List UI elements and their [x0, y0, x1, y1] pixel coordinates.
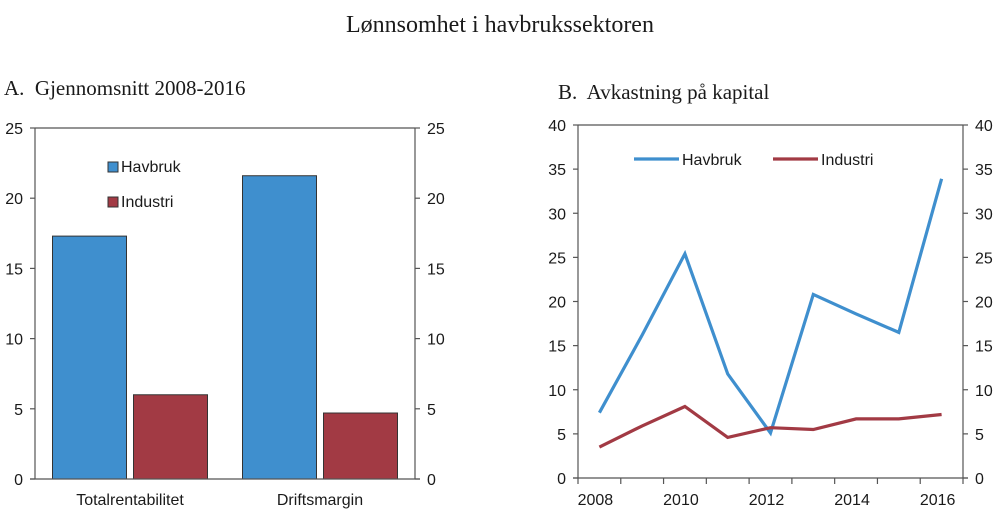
y-tick-label-right: 35	[975, 162, 993, 179]
x-tick-label: 2008	[578, 492, 614, 509]
x-tick-label: 2014	[834, 492, 870, 509]
bar-havbruk-totalrentabilitet	[52, 235, 127, 480]
y-tick-label-right: 30	[975, 206, 993, 223]
x-tick-label: 2010	[663, 492, 699, 509]
y-tick-label-left: 25	[548, 250, 566, 267]
y-tick-label-right: 10	[427, 332, 445, 349]
bar-industri-totalrentabilitet	[133, 394, 208, 480]
line-industri	[598, 404, 942, 449]
y-tick-label-right: 0	[427, 472, 436, 489]
y-tick-label-left: 20	[548, 295, 566, 312]
y-tick-label-left: 10	[548, 383, 566, 400]
x-category-label: Totalrentabilitet	[76, 492, 184, 509]
y-tick-label-right: 40	[975, 118, 993, 135]
legend-label-havbruk: Havbruk	[682, 152, 743, 169]
figure-title: Lønnsomhet i havbrukssektoren	[346, 12, 654, 38]
legend-label-industri: Industri	[821, 152, 873, 169]
legend-swatch-havbruk	[107, 161, 119, 173]
y-tick-label-left: 0	[14, 472, 23, 489]
y-tick-label-right: 25	[975, 250, 993, 267]
y-tick-label-left: 40	[548, 118, 566, 135]
y-tick-label-right: 20	[975, 295, 993, 312]
panel-b-title: B. Avkastning på kapital	[558, 80, 770, 104]
line-havbruk	[597, 178, 944, 437]
y-tick-label-right: 15	[427, 261, 445, 278]
x-tick-label: 2016	[920, 492, 956, 509]
y-tick-label-left: 30	[548, 206, 566, 223]
y-tick-label-right: 10	[975, 383, 993, 400]
legend-label-havbruk: Havbruk	[121, 159, 182, 176]
bar-industri-driftsmargin	[323, 412, 398, 480]
bar-havbruk-driftsmargin	[242, 175, 317, 480]
y-tick-label-right: 20	[427, 191, 445, 208]
y-tick-label-right: 25	[427, 121, 445, 138]
y-tick-label-left: 0	[557, 471, 566, 488]
y-tick-label-left: 15	[548, 339, 566, 356]
x-category-label: Driftsmargin	[277, 492, 363, 509]
y-tick-label-left: 35	[548, 162, 566, 179]
y-tick-label-left: 15	[5, 261, 23, 278]
y-tick-label-right: 15	[975, 339, 993, 356]
y-tick-label-left: 10	[5, 332, 23, 349]
y-tick-label-left: 25	[5, 121, 23, 138]
legend-label-industri: Industri	[121, 194, 173, 211]
y-tick-label-right: 0	[975, 471, 984, 488]
y-tick-label-left: 5	[14, 402, 23, 419]
bar-chart-panel: Totalrentabilitet Driftsmargin 0 0 5 5 10 10 15 1…	[5, 121, 445, 509]
y-tick-label-right: 5	[975, 427, 984, 444]
line-chart-panel: 0 0 5 5 10 10 15 15 20 20 25 25 30 30 35 35 40 40 2008 2010…	[548, 118, 993, 509]
legend-swatch-industri	[107, 196, 119, 208]
y-tick-label-left: 5	[557, 427, 566, 444]
y-tick-label-left: 20	[5, 191, 23, 208]
y-tick-label-right: 5	[427, 402, 436, 419]
x-tick-label: 2012	[749, 492, 785, 509]
panel-a-title: A. Gjennomsnitt 2008-2016	[4, 76, 246, 100]
